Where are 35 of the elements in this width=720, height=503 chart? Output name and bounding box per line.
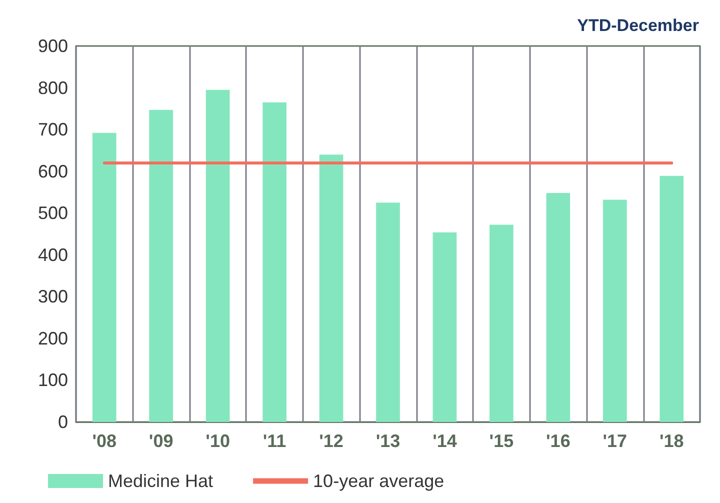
y-tick-label: 500 bbox=[38, 203, 68, 224]
x-tick-label: '15 bbox=[489, 431, 514, 451]
bar bbox=[546, 193, 570, 422]
y-tick-label: 0 bbox=[58, 412, 68, 432]
y-tick-label: 300 bbox=[38, 286, 68, 307]
y-tick-label: 800 bbox=[38, 78, 68, 98]
bar bbox=[319, 154, 344, 422]
y-tick-label: 900 bbox=[38, 36, 68, 56]
x-tick-label: '16 bbox=[546, 431, 570, 451]
x-tick-label: '17 bbox=[602, 431, 628, 451]
bar bbox=[206, 90, 230, 422]
x-tick-label: '11 bbox=[262, 431, 286, 451]
bar bbox=[602, 200, 627, 422]
bar bbox=[262, 102, 286, 422]
y-tick-label: 400 bbox=[38, 244, 68, 265]
bar bbox=[660, 176, 684, 422]
bar bbox=[92, 132, 116, 422]
chart-title: YTD-December bbox=[577, 16, 700, 35]
y-tick-label: 200 bbox=[38, 328, 68, 348]
legend-label: 10-year average bbox=[313, 471, 444, 491]
x-tick-label: '13 bbox=[376, 431, 400, 451]
y-tick-label: 100 bbox=[38, 370, 68, 390]
legend-label: Medicine Hat bbox=[108, 471, 214, 491]
x-tick-label: '12 bbox=[319, 431, 344, 451]
bar bbox=[376, 202, 400, 422]
x-tick-label: '14 bbox=[432, 431, 457, 451]
x-tick-label: '09 bbox=[148, 431, 174, 451]
x-tick-label: '10 bbox=[206, 431, 230, 451]
y-tick-label: 700 bbox=[38, 120, 68, 140]
y-tick-label: 600 bbox=[38, 161, 68, 182]
bar bbox=[149, 110, 174, 422]
x-tick-label: '18 bbox=[659, 431, 684, 451]
bar bbox=[432, 232, 457, 422]
bar bbox=[490, 224, 514, 422]
x-tick-label: '08 bbox=[92, 431, 117, 451]
